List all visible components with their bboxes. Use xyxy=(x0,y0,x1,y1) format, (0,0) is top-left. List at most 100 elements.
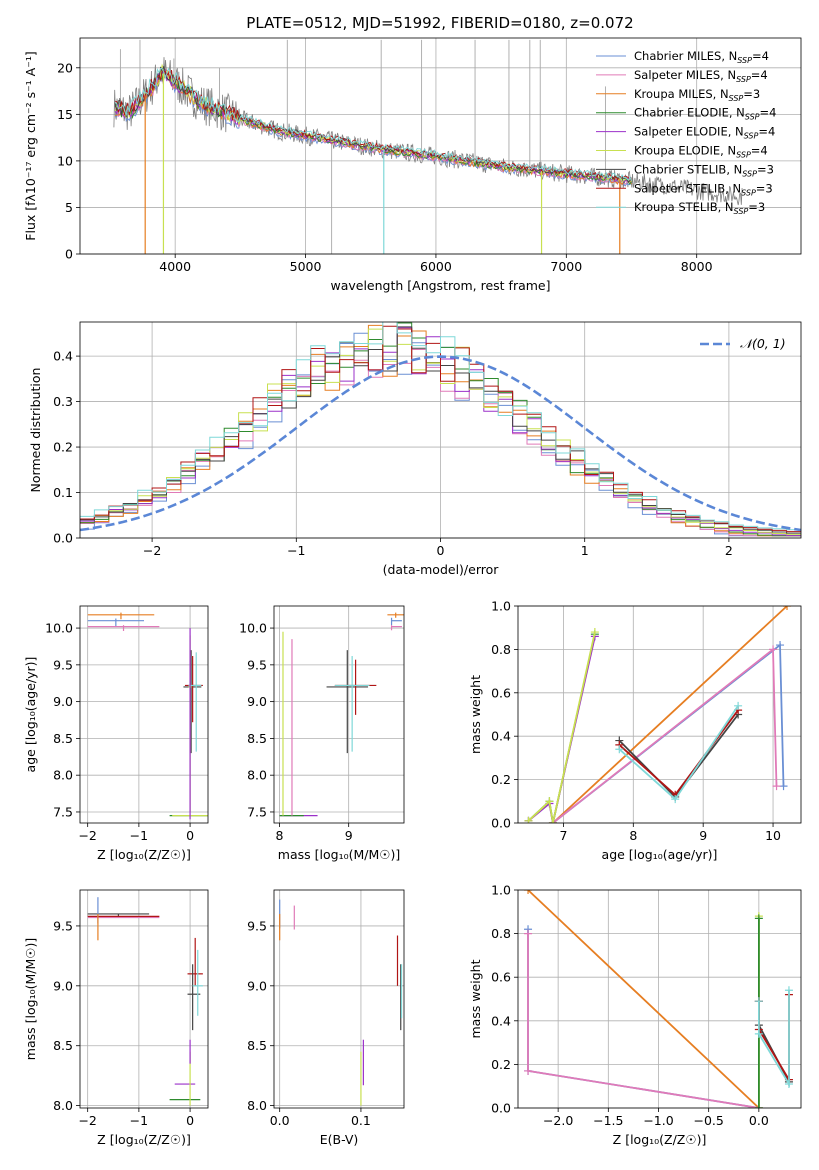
x-tick-label: −0.5 xyxy=(693,1113,723,1128)
x-tick-label: 0 xyxy=(186,828,194,843)
weight_z-frame xyxy=(517,889,802,1109)
y-tick-label: 0.2 xyxy=(491,1057,511,1072)
weight-marker xyxy=(784,1080,793,1089)
x-tick-label: 5000 xyxy=(290,259,322,274)
weight_age-xlabel: age [log₁₀(age/yr)] xyxy=(602,847,718,862)
x-tick-label: 8000 xyxy=(681,259,713,274)
weight-marker xyxy=(615,745,624,754)
y-tick-label: 0.2 xyxy=(53,440,73,455)
y-tick-label: 8.5 xyxy=(247,731,267,746)
residual-histogram xyxy=(80,322,801,531)
residuals-xlabel: (data-model)/error xyxy=(383,562,500,577)
weight-marker xyxy=(779,782,788,791)
model-spectrum-line xyxy=(115,70,632,181)
legend-label: Kroupa STELIB, NSSP=3 xyxy=(634,200,765,216)
weight_age-ticks: 7 8 9 10 0.0 0.2 0.4 0.6 0.8 1.0 xyxy=(491,599,781,844)
legend-label: 𝒩(0, 1) xyxy=(740,336,786,351)
y-tick-label: 8.0 xyxy=(247,1098,267,1113)
y-tick-label: 9.5 xyxy=(53,918,73,933)
weight-marker xyxy=(524,929,533,938)
y-tick-label: 9.0 xyxy=(53,978,73,993)
y-tick-label: 8.5 xyxy=(247,1038,267,1053)
spectrum-frame xyxy=(79,37,802,255)
y-tick-label: 0.6 xyxy=(491,970,511,985)
spectrum-legend: Chabrier MILES, NSSP=4 Salpeter MILES, NS… xyxy=(596,49,776,216)
y-tick-label: 0.0 xyxy=(491,1101,511,1116)
y-tick-label: 10 xyxy=(57,153,73,168)
mass_z-plot-area xyxy=(87,897,203,1106)
weight-marker xyxy=(754,1029,763,1038)
mass_ebv-frame xyxy=(273,889,405,1109)
mass_ebv-panel: 0.0 0.1 8.0 8.5 9.0 9.5 E(B-V) xyxy=(247,889,405,1147)
y-tick-label: 8.5 xyxy=(53,1038,73,1053)
residuals-panel: −2 −1 0 1 2 0.0 0.1 0.2 0.3 0.4 (data-model)/error… xyxy=(28,321,802,577)
spectrum-ylabel: Flux [fλ10⁻¹⁷ erg cm⁻² s⁻¹ A⁻¹] xyxy=(23,51,38,240)
weight-line xyxy=(758,990,790,1088)
x-tick-label: 9 xyxy=(699,828,707,843)
y-tick-label: 15 xyxy=(57,107,73,122)
legend-label: Kroupa ELODIE, NSSP=4 xyxy=(634,144,768,160)
weight_age-plot-area xyxy=(524,606,792,823)
x-tick-label: 0 xyxy=(437,543,445,558)
age_mass-grid xyxy=(274,606,404,823)
weight-marker xyxy=(524,890,533,894)
age_z-xlabel: Z [log₁₀(Z/Z☉)] xyxy=(97,847,191,862)
x-tick-label: 6000 xyxy=(420,259,452,274)
weight-marker xyxy=(769,645,778,654)
mass_z-xlabel: Z [log₁₀(Z/Z☉)] xyxy=(97,1132,191,1147)
x-tick-label: 4000 xyxy=(159,259,191,274)
errorbar-point xyxy=(87,618,144,627)
x-tick-label: 1 xyxy=(581,543,589,558)
legend-label: Chabrier STELIB, NSSP=3 xyxy=(634,162,774,178)
errorbar-point xyxy=(187,937,203,986)
x-tick-label: 0 xyxy=(186,1113,194,1128)
y-tick-label: 9.5 xyxy=(247,918,267,933)
weight-marker xyxy=(772,782,781,791)
weight-marker xyxy=(754,1104,763,1108)
age_z-frame xyxy=(79,605,209,824)
x-tick-label: −2 xyxy=(78,1113,96,1128)
y-tick-label: 8.0 xyxy=(53,1098,73,1113)
y-tick-label: 0.6 xyxy=(491,685,511,700)
weight_z-plot-area xyxy=(524,890,793,1108)
legend-label: Salpeter MILES, NSSP=4 xyxy=(634,68,768,84)
x-tick-label: 2 xyxy=(725,543,733,558)
x-tick-label: −1 xyxy=(287,543,305,558)
age_z-ylabel: age [log₁₀(age/yr)] xyxy=(23,657,38,773)
y-tick-label: 10.0 xyxy=(239,621,267,636)
x-tick-label: 0.1 xyxy=(351,1113,371,1128)
errorbar-point xyxy=(390,617,402,626)
weight-marker xyxy=(548,819,557,823)
residuals-ylabel: Normed distribution xyxy=(28,368,43,493)
weight-marker xyxy=(671,795,680,804)
weight_z-ylabel: mass weight xyxy=(468,959,483,1038)
x-tick-label: −2.0 xyxy=(543,1113,573,1128)
mass_z-panel: −2 −1 0 8.0 8.5 9.0 9.5 Z [log₁₀(Z/Z☉)] mass [lo… xyxy=(23,889,209,1147)
y-tick-label: 1.0 xyxy=(491,599,511,614)
weight-marker xyxy=(734,701,743,710)
y-tick-label: 0.4 xyxy=(491,729,511,744)
x-tick-label: 8 xyxy=(276,828,284,843)
model-spectrum-line xyxy=(115,68,632,186)
x-tick-label: 10 xyxy=(765,828,781,843)
y-tick-label: 0.4 xyxy=(491,1013,511,1028)
y-tick-label: 8.0 xyxy=(247,768,267,783)
age_mass-panel: 8 9 7.5 8.0 8.5 9.0 9.5 10.0 mass [log₁₀(M/M☉)] xyxy=(239,605,405,862)
weight-marker xyxy=(776,641,785,650)
residuals-legend: 𝒩(0, 1) xyxy=(700,336,786,351)
age_z-ticks: −2 −1 0 7.5 8.0 8.5 9.0 9.5 10.0 xyxy=(45,621,194,843)
age_z-panel: −2 −1 0 7.5 8.0 8.5 9.0 9.5 10.0 Z [log₁₀(Z/Z☉)] a… xyxy=(23,605,209,862)
y-tick-label: 0 xyxy=(65,247,73,262)
y-tick-label: 0.1 xyxy=(53,485,73,500)
y-tick-label: 1.0 xyxy=(491,883,511,898)
residuals-plot-area xyxy=(80,322,801,537)
mass_ebv-ticks: 0.0 0.1 8.0 8.5 9.0 9.5 xyxy=(247,918,371,1128)
weight_z-panel: −2.0 −1.5 −1.0 −0.5 0.0 0.0 0.2 0.4 0.6 0.8 1.0 Z [… xyxy=(468,883,802,1147)
x-tick-label: 8 xyxy=(629,828,637,843)
age_mass-xlabel: mass [log₁₀(M/M☉)] xyxy=(278,847,400,862)
y-tick-label: 9.5 xyxy=(247,657,267,672)
mass_z-frame xyxy=(79,889,209,1109)
mass_z-grid xyxy=(80,890,208,1108)
y-tick-label: 20 xyxy=(57,60,73,75)
